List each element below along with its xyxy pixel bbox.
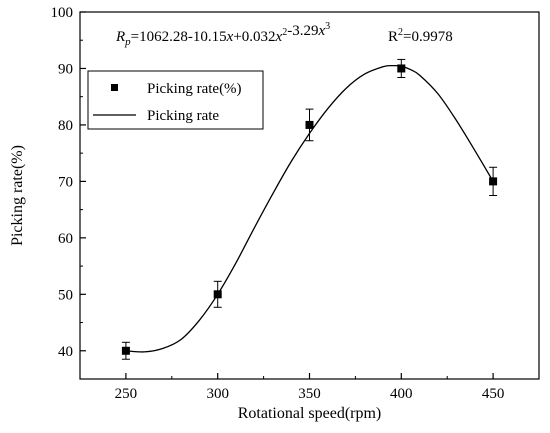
y-tick-label-70: 70	[58, 174, 73, 190]
y-tick-label-80: 80	[58, 118, 73, 134]
legend: Picking rate(%) Picking rate	[87, 70, 264, 130]
y-tick-label-40: 40	[58, 344, 73, 360]
legend-label-points: Picking rate(%)	[147, 81, 242, 97]
legend-box	[87, 70, 264, 130]
x-tick-label-350: 350	[298, 386, 321, 402]
y-axis-label: Picking rate(%)	[9, 145, 26, 246]
data-point-450	[489, 177, 498, 186]
x-tick-label-400: 400	[390, 386, 413, 402]
y-tick-label-90: 90	[58, 61, 73, 77]
data-points-layer	[121, 58, 498, 360]
data-point-250	[121, 346, 130, 355]
data-point-350	[305, 120, 314, 129]
legend-square-marker	[111, 84, 118, 91]
y-tick-label-100: 100	[51, 5, 74, 21]
x-tick-label-450: 450	[482, 386, 505, 402]
x-tick-label-250: 250	[115, 386, 138, 402]
x-axis-label: Rotational speed(rpm)	[238, 405, 382, 422]
axis-ticks: 250 300 350 400 450 40 50 60 70 80 90 100	[51, 5, 505, 402]
regression-formula: Rp=1062.28-10.15x+0.032x2-3.29x3	[115, 21, 330, 48]
legend-label-line: Picking rate	[147, 108, 219, 124]
y-tick-label-60: 60	[58, 231, 73, 247]
fit-curve-line	[125, 64, 494, 353]
data-point-300	[213, 290, 222, 299]
data-point-400	[397, 64, 406, 73]
x-tick-label-300: 300	[206, 386, 229, 402]
fit-curve-layer	[125, 64, 494, 353]
r-squared-annotation: R2=0.9978	[388, 27, 453, 45]
y-tick-label-50: 50	[58, 287, 73, 303]
